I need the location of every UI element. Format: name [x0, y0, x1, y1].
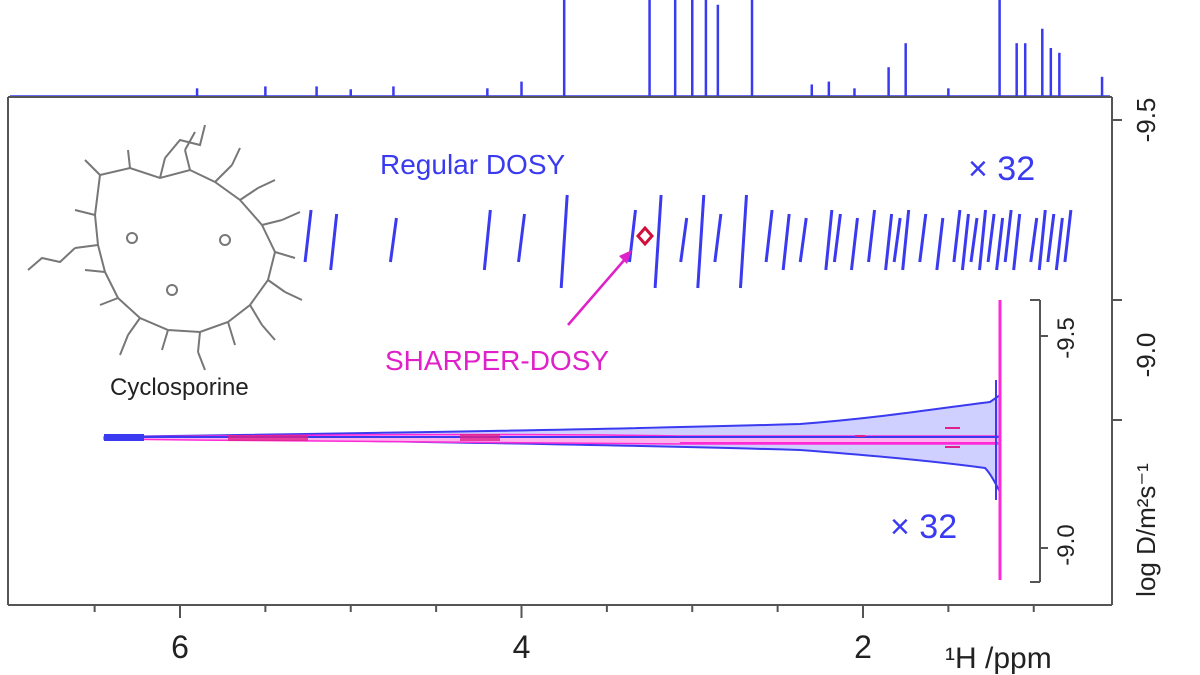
inset-tick-label-bottom: -9.0 — [1053, 524, 1080, 565]
regular-dosy-peak — [1054, 217, 1064, 271]
sharper-peak-diamond — [636, 225, 654, 247]
projection-spectrum — [10, 0, 1110, 97]
trace-blob — [228, 435, 308, 441]
arrow-shaft — [567, 257, 627, 326]
regular-dosy-peak — [559, 194, 569, 289]
regular-dosy-peak — [1037, 209, 1047, 271]
x-tick-label: 6 — [171, 629, 189, 665]
x-tick-labels: 6 4 2 — [171, 629, 872, 665]
regular-dosy-peak — [849, 217, 859, 271]
x-axis-title: ¹H /ppm — [945, 642, 1052, 675]
regular-dosy-peak — [764, 209, 774, 263]
regular-dosy-peak — [867, 209, 877, 263]
trace-blob — [460, 434, 500, 441]
regular-dosy-label: Regular DOSY — [380, 149, 566, 180]
regular-dosy-peak — [969, 217, 979, 263]
carbonyl-o — [126, 232, 138, 244]
regular-dosy-peak — [329, 213, 339, 271]
regular-dosy-peak — [952, 209, 962, 263]
regular-dosy-peak — [892, 217, 902, 263]
regular-dosy-peak — [935, 217, 945, 271]
macrocycle-ring — [93, 166, 277, 334]
sharper-arrow — [567, 250, 632, 326]
regular-dosy-peak — [1063, 209, 1073, 263]
regular-dosy-peak — [303, 209, 313, 263]
x-ticks — [93, 605, 1035, 618]
cyclosporine-structure — [27, 124, 303, 371]
regular-dosy-peak — [653, 194, 663, 289]
regular-dosy-peak — [901, 209, 911, 271]
regular-dosy-peaks — [303, 194, 1073, 289]
sharper-dosy-label: SHARPER-DOSY — [385, 345, 609, 376]
regular-dosy-peak — [1003, 209, 1013, 263]
side-chain — [27, 247, 76, 271]
regular-dosy-peak — [832, 213, 842, 263]
regular-dosy-peak — [798, 217, 808, 263]
trace-blob — [104, 434, 144, 441]
compound-name: Cyclosporine — [110, 374, 249, 401]
regular-dosy-peak — [388, 217, 398, 263]
regular-dosy-peak — [960, 213, 970, 271]
regular-dosy-peak — [1012, 213, 1022, 271]
regular-dosy-peak — [713, 213, 723, 263]
ring-substituents — [74, 149, 296, 353]
regular-dosy-peak — [696, 194, 706, 289]
regular-envelope-bottom — [103, 436, 1001, 496]
regular-dosy-peak — [824, 209, 834, 271]
scale-factor-bottom: × 32 — [890, 508, 957, 546]
regular-dosy-peak — [781, 213, 791, 271]
regular-dosy-peak — [918, 213, 928, 263]
y-axis-title: log D/m²s⁻¹ — [1131, 463, 1161, 597]
regular-dosy-peak — [517, 213, 526, 263]
inset-y-axis: -9.5 -9.0 — [1030, 299, 1080, 583]
carbonyl-o — [166, 284, 178, 296]
regular-dosy-peak — [995, 217, 1005, 271]
y-tick-label-top: -9.5 — [1131, 98, 1161, 143]
inset-tick-label-top: -9.5 — [1053, 317, 1080, 358]
y-tick-label-mid: -9.0 — [1131, 333, 1161, 378]
arrow-head — [619, 250, 632, 264]
x-tick-label: 2 — [854, 629, 872, 665]
regular-dosy-peak — [738, 194, 748, 289]
regular-dosy-peak — [978, 209, 988, 271]
regular-dosy-peak — [482, 209, 492, 271]
carbonyl-o — [219, 234, 231, 246]
regular-dosy-peak — [1046, 213, 1056, 263]
sharper-marker — [636, 225, 654, 247]
regular-dosy-peak — [986, 213, 996, 263]
x-tick-label: 4 — [513, 629, 531, 665]
scale-factor-top: × 32 — [968, 150, 1035, 188]
regular-dosy-peak — [1029, 217, 1039, 263]
regular-envelope-top — [103, 393, 1001, 442]
regular-dosy-peak — [679, 217, 689, 263]
plot-frame — [7, 96, 1113, 606]
side-chain-branches — [119, 124, 303, 371]
regular-dosy-peak — [884, 213, 894, 271]
outer-y-ticks: -9.5 -9.0 log D/m²s⁻¹ — [1112, 98, 1161, 597]
diffusion-traces — [103, 300, 1002, 580]
